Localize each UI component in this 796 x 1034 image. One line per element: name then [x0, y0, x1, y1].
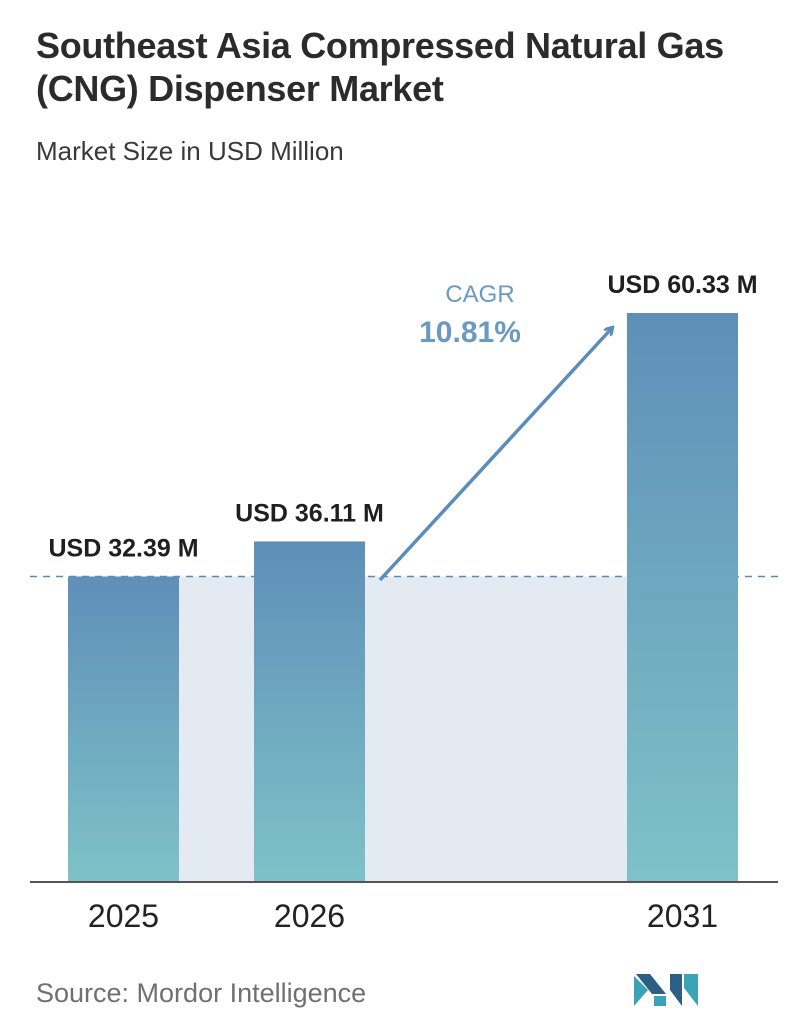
x-tick-label-2031: 2031 — [647, 898, 718, 934]
cagr-label: CAGR — [445, 281, 514, 308]
cagr-arrow — [378, 328, 612, 582]
chart-title: Southeast Asia Compressed Natural Gas (C… — [36, 25, 724, 109]
bar-2031 — [627, 313, 738, 882]
x-tick-label-2025: 2025 — [88, 898, 159, 934]
chart-subtitle: Market Size in USD Million — [36, 136, 344, 166]
bar-chart: CAGR 10.81% USD 32.39 M 2025 USD 36.11 M 202… — [30, 271, 778, 934]
value-label-2025: USD 32.39 M — [48, 535, 198, 563]
source-text: Source: Mordor Intelligence — [36, 978, 367, 1008]
x-tick-label-2026: 2026 — [274, 898, 345, 934]
value-label-2026: USD 36.11 M — [235, 499, 384, 527]
bar-2025 — [68, 576, 179, 882]
cagr-value: 10.81% — [419, 316, 521, 349]
mordor-logo-icon — [634, 974, 698, 1006]
value-label-2031: USD 60.33 M — [607, 271, 757, 299]
bar-2026 — [254, 541, 365, 882]
